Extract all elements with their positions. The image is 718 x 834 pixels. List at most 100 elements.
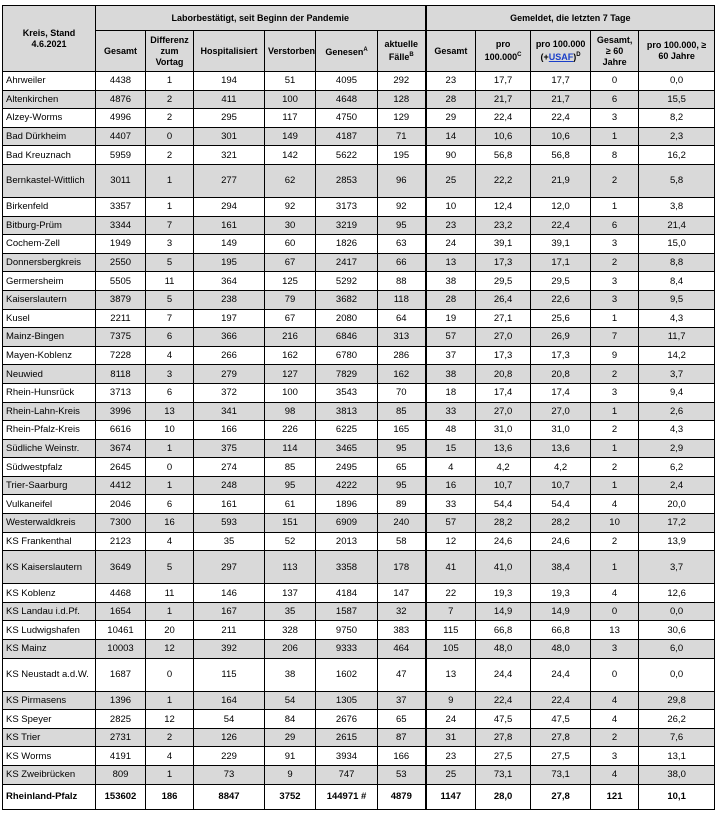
cell-gesamt-60: 2 bbox=[590, 420, 640, 440]
cell-aktuelle-faelle: 464 bbox=[376, 639, 427, 659]
cell-genesen: 747 bbox=[315, 765, 378, 785]
cell-aktuelle-faelle: 47 bbox=[376, 657, 427, 692]
cell-gesamt-60: 1 bbox=[590, 308, 640, 329]
table-row: Kusel 2211 7 197 67 2080 64 19 27,1 25,6 1 4,3 bbox=[2, 308, 716, 329]
cell-genesen: 2013 bbox=[315, 531, 378, 552]
cell-gesamt: 1396 bbox=[95, 690, 146, 711]
table-row: KS Koblenz 4468 11 146 137 4184 147 22 19,3 19,3 4… bbox=[2, 583, 716, 603]
cell-pro-100000: 27,1 bbox=[475, 308, 532, 329]
cell-hospitalisiert: 372 bbox=[193, 382, 265, 403]
usaf-link[interactable]: USAF bbox=[548, 52, 574, 62]
cell-gesamt: 1949 bbox=[95, 234, 146, 254]
cell-differenz: 6 bbox=[145, 494, 194, 515]
cell-pro-100000-60: 13,1 bbox=[638, 746, 716, 766]
cell-hospitalisiert: 35 bbox=[193, 531, 265, 552]
cell-kreis: Birkenfeld bbox=[2, 196, 96, 217]
cell-aktuelle-faelle: 53 bbox=[376, 765, 427, 785]
cell-gesamt: 3674 bbox=[95, 438, 146, 459]
cell-aktuelle-faelle: 85 bbox=[376, 401, 427, 422]
cell-genesen: 3358 bbox=[315, 550, 378, 585]
cell-pro-100000-60: 2,9 bbox=[638, 438, 716, 459]
cell-aktuelle-faelle: 63 bbox=[376, 234, 427, 254]
cell-pro-100000-60: 2,4 bbox=[638, 475, 716, 496]
cell-pro-100000: 28,0 bbox=[475, 783, 532, 810]
cell-pro-100000-60: 6,2 bbox=[638, 457, 716, 477]
cell-gesamt: 4468 bbox=[95, 583, 146, 603]
cell-hospitalisiert: 366 bbox=[193, 327, 265, 347]
header-group-gemeldet: Gemeldet, die letzten 7 Tage bbox=[424, 5, 716, 31]
cell-gesamt-60: 4 bbox=[590, 583, 640, 603]
cell-differenz: 186 bbox=[145, 783, 194, 810]
table-row: Rhein-Pfalz-Kreis 6616 10 166 226 6225 165 48 31… bbox=[2, 420, 716, 440]
cell-gesamt-60: 4 bbox=[590, 690, 640, 711]
cell-differenz: 12 bbox=[145, 709, 194, 729]
cell-gesamt: 5959 bbox=[95, 145, 146, 165]
footnote-c: C bbox=[517, 52, 522, 58]
cell-gesamt: 10461 bbox=[95, 620, 146, 641]
cell-pro-100000-usaf: 48,0 bbox=[530, 639, 592, 659]
cell-kreis: KS Speyer bbox=[2, 709, 96, 729]
cell-gesamt-7tage: 9 bbox=[424, 690, 477, 711]
table-row: Rhein-Lahn-Kreis 3996 13 341 98 3813 85 33 27,0 2… bbox=[2, 401, 716, 422]
cell-pro-100000-60: 9,4 bbox=[638, 382, 716, 403]
cell-kreis: KS Zweibrücken bbox=[2, 765, 96, 785]
cell-kreis: KS Worms bbox=[2, 746, 96, 766]
cell-gesamt: 3011 bbox=[95, 163, 146, 198]
cell-genesen: 1826 bbox=[315, 234, 378, 254]
cell-gesamt-7tage: 16 bbox=[424, 475, 477, 496]
cell-gesamt: 2211 bbox=[95, 308, 146, 329]
cell-gesamt-7tage: 13 bbox=[424, 252, 477, 273]
cell-pro-100000: 31,0 bbox=[475, 420, 532, 440]
cell-gesamt-60: 3 bbox=[590, 382, 640, 403]
cell-gesamt-7tage: 38 bbox=[424, 271, 477, 291]
cell-verstorben: 9 bbox=[264, 765, 316, 785]
cell-gesamt-7tage: 25 bbox=[424, 765, 477, 785]
cell-gesamt: 2550 bbox=[95, 252, 146, 273]
cell-differenz: 20 bbox=[145, 620, 194, 641]
cell-genesen: 2495 bbox=[315, 457, 378, 477]
col-pro100-label: pro 100.000 bbox=[484, 39, 518, 62]
cell-genesen: 4184 bbox=[315, 583, 378, 603]
cell-genesen: 5292 bbox=[315, 271, 378, 291]
cell-differenz: 6 bbox=[145, 327, 194, 347]
cell-pro-100000-60: 10,1 bbox=[638, 783, 716, 810]
cell-gesamt-60: 2 bbox=[590, 727, 640, 748]
cell-differenz: 1 bbox=[145, 163, 194, 198]
cell-differenz: 2 bbox=[145, 727, 194, 748]
cell-pro-100000-60: 3,7 bbox=[638, 364, 716, 384]
cell-kreis: Bernkastel-Wittlich bbox=[2, 163, 96, 198]
table-row: KS Kaiserslautern 3649 5 297 113 3358 178 41 41,… bbox=[2, 550, 716, 585]
cell-genesen: 4750 bbox=[315, 108, 378, 128]
table-row: KS Mainz 10003 12 392 206 9333 464 105 48,0 48,0 3… bbox=[2, 639, 716, 659]
cell-gesamt-60: 0 bbox=[590, 71, 640, 91]
table-row: Bad Dürkheim 4407 0 301 149 4187 71 14 10,6 10,6 1… bbox=[2, 126, 716, 147]
cell-gesamt: 4407 bbox=[95, 126, 146, 147]
cell-hospitalisiert: 161 bbox=[193, 494, 265, 515]
col-usaf-prefix: pro 100.000 (+ bbox=[535, 39, 586, 62]
cell-aktuelle-faelle: 195 bbox=[376, 145, 427, 165]
cell-pro-100000: 12,4 bbox=[475, 196, 532, 217]
cell-gesamt: 5505 bbox=[95, 271, 146, 291]
cell-verstorben: 54 bbox=[264, 690, 316, 711]
col-gesamt-7tage: Gesamt bbox=[424, 30, 477, 72]
cell-pro-100000-usaf: 66,8 bbox=[530, 620, 592, 641]
table-row: Mayen-Koblenz 7228 4 266 162 6780 286 37 17,3 17,… bbox=[2, 345, 716, 366]
cell-kreis: KS Trier bbox=[2, 727, 96, 748]
cell-aktuelle-faelle: 240 bbox=[376, 513, 427, 533]
table-body: Ahrweiler 4438 1 194 51 4095 292 23 17,7 17,7 0 0,0… bbox=[2, 71, 716, 810]
cell-gesamt: 1687 bbox=[95, 657, 146, 692]
cell-gesamt-7tage: 4 bbox=[424, 457, 477, 477]
cell-gesamt-60: 2 bbox=[590, 252, 640, 273]
cell-gesamt-7tage: 28 bbox=[424, 89, 477, 110]
cell-kreis: Bad Kreuznach bbox=[2, 145, 96, 165]
cell-verstorben: 206 bbox=[264, 639, 316, 659]
col-genesen: GenesenA bbox=[315, 30, 378, 72]
cell-gesamt: 4412 bbox=[95, 475, 146, 496]
cell-hospitalisiert: 197 bbox=[193, 308, 265, 329]
cell-aktuelle-faelle: 165 bbox=[376, 420, 427, 440]
cell-gesamt-7tage: 25 bbox=[424, 163, 477, 198]
cell-genesen: 2853 bbox=[315, 163, 378, 198]
cell-pro-100000: 24,4 bbox=[475, 657, 532, 692]
cell-pro-100000-usaf: 4,2 bbox=[530, 457, 592, 477]
cell-genesen: 1896 bbox=[315, 494, 378, 515]
